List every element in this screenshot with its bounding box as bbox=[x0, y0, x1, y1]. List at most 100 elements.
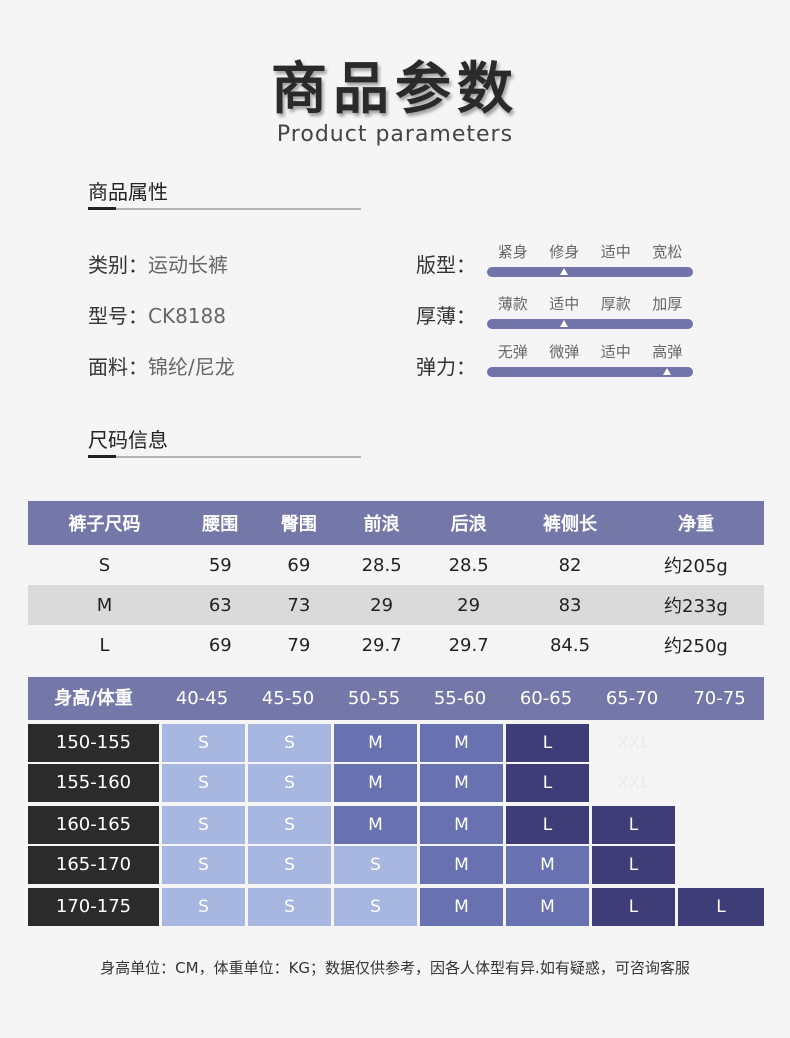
table-cell: 63 bbox=[181, 585, 260, 625]
chart-cell-size: S bbox=[334, 846, 417, 884]
size-chart-header: 身高/体重 40-45 45-50 50-55 55-60 60-65 65-70 70-75 bbox=[28, 677, 764, 720]
table-cell: 约205g bbox=[664, 556, 728, 577]
chart-cell-size: S bbox=[248, 888, 331, 926]
chart-cell-size: M bbox=[420, 764, 503, 802]
chart-cell-size: L bbox=[506, 764, 589, 802]
fit-track bbox=[487, 267, 693, 277]
table-cell: 82 bbox=[558, 554, 582, 576]
chart-cell-size: M bbox=[420, 724, 503, 762]
table-row: S 59 69 28.5 28.5 82 约205g bbox=[28, 545, 764, 585]
size-table: 裤子尺码 腰围 臀围 前浪 后浪 裤侧长 净重 S 59 69 28.5 28.… bbox=[28, 501, 764, 665]
table-cell: 69 bbox=[287, 554, 311, 576]
table-cell: M bbox=[28, 585, 181, 625]
chart-cell-size: L bbox=[592, 846, 675, 884]
size-header-cell: 腰围 bbox=[181, 501, 260, 545]
chart-header-weight-range: 40-45 bbox=[175, 688, 229, 709]
size-header-cell: 裤子尺码 bbox=[28, 501, 181, 545]
attr-elasticity-label: 弹力： bbox=[416, 355, 476, 379]
chart-cell-size: S bbox=[248, 764, 331, 802]
size-table-header: 裤子尺码 腰围 臀围 前浪 后浪 裤侧长 净重 bbox=[28, 501, 764, 545]
elasticity-option: 微弹 bbox=[549, 343, 580, 361]
chart-cell-size: S bbox=[162, 888, 245, 926]
attr-fit-label: 版型： bbox=[416, 253, 476, 277]
thickness-option: 适中 bbox=[549, 295, 580, 313]
table-cell: 约233g bbox=[627, 585, 764, 625]
elasticity-option: 适中 bbox=[600, 343, 631, 361]
attr-category-value: 运动长裤 bbox=[148, 253, 228, 277]
attr-model-value: CK8188 bbox=[148, 304, 226, 328]
size-header-cell: 净重 bbox=[627, 501, 764, 545]
attr-model-label: 型号： bbox=[88, 304, 148, 328]
chart-row-height: 165-170 bbox=[28, 846, 159, 884]
page-title: 商品参数 bbox=[271, 57, 519, 122]
chart-cell-size: S bbox=[162, 806, 245, 844]
table-cell: 28.5 bbox=[448, 554, 489, 576]
chart-row-height: 160-165 bbox=[28, 806, 159, 844]
chart-row-height: 170-175 bbox=[28, 888, 159, 926]
chart-cell-size: S bbox=[248, 724, 331, 762]
table-cell: S bbox=[98, 554, 111, 576]
chart-cell-size: S bbox=[162, 764, 245, 802]
table-cell: 29.7 bbox=[361, 634, 402, 656]
size-header-cell: 前浪 bbox=[338, 501, 426, 545]
attr-category-label: 类别： bbox=[88, 253, 148, 277]
elasticity-option: 高弹 bbox=[652, 343, 683, 361]
chart-cell-size: S bbox=[162, 846, 245, 884]
chart-header-weight-range: 55-60 bbox=[433, 688, 487, 709]
size-header-cell: 后浪 bbox=[425, 501, 513, 545]
thickness-option: 厚款 bbox=[600, 295, 631, 313]
chart-cell-size: L bbox=[592, 888, 675, 926]
chart-header-weight-range: 70-75 bbox=[693, 688, 746, 709]
chart-cell-size: XXL bbox=[617, 773, 650, 793]
chart-cell-size: L bbox=[506, 806, 589, 844]
table-cell: 29.7 bbox=[448, 634, 489, 656]
fit-scale: 紧身 修身 适中 宽松 bbox=[487, 241, 693, 277]
table-cell: 73 bbox=[259, 585, 339, 625]
table-cell: 84.5 bbox=[549, 634, 591, 656]
chart-cell-size: S bbox=[334, 888, 417, 926]
fit-option: 适中 bbox=[600, 243, 631, 261]
chart-header-weight-range: 50-55 bbox=[347, 688, 401, 709]
chart-cell-size: L bbox=[506, 724, 589, 762]
table-cell: 29 bbox=[338, 585, 426, 625]
fit-option: 宽松 bbox=[652, 243, 683, 261]
chart-cell-size: S bbox=[162, 724, 245, 762]
chart-header-weight-range: 65-70 bbox=[605, 688, 659, 709]
chart-cell-size: M bbox=[506, 888, 589, 926]
chart-cell-size: L bbox=[678, 888, 764, 926]
attr-fabric: 面料：锦纶/尼龙 bbox=[88, 351, 235, 380]
chart-cell-size: M bbox=[506, 846, 589, 884]
table-cell: 29 bbox=[425, 585, 513, 625]
thickness-scale: 薄款 适中 厚款 加厚 bbox=[487, 293, 693, 329]
chart-header-weight-range: 60-65 bbox=[519, 688, 573, 709]
chart-cell-size: XXL bbox=[617, 733, 650, 753]
table-cell: 69 bbox=[208, 634, 232, 656]
chart-cell-size: M bbox=[420, 888, 503, 926]
thickness-option: 加厚 bbox=[652, 295, 683, 313]
chart-row-height: 150-155 bbox=[28, 724, 159, 762]
elasticity-option: 无弹 bbox=[497, 343, 528, 361]
chart-cell-size: L bbox=[592, 806, 675, 844]
attr-fabric-value: 锦纶/尼龙 bbox=[148, 355, 235, 379]
table-cell: L bbox=[99, 634, 110, 656]
chart-cell-size: M bbox=[420, 846, 503, 884]
size-header-cell: 裤侧长 bbox=[512, 501, 628, 545]
chart-cell-size: M bbox=[334, 724, 417, 762]
chart-header-height-weight: 身高/体重 bbox=[54, 688, 133, 709]
chart-header-weight-range: 45-50 bbox=[261, 688, 315, 709]
table-cell: 59 bbox=[208, 554, 232, 576]
thickness-option: 薄款 bbox=[497, 295, 528, 313]
attributes-section-title: 商品属性 bbox=[88, 180, 168, 204]
fit-marker bbox=[560, 268, 569, 275]
elasticity-track bbox=[487, 367, 693, 377]
page-subtitle: Product parameters bbox=[276, 122, 514, 147]
attr-category: 类别：运动长裤 bbox=[88, 249, 228, 278]
table-cell: 83 bbox=[512, 585, 628, 625]
fit-option: 修身 bbox=[549, 243, 580, 261]
attr-thickness-label: 厚薄： bbox=[416, 304, 476, 328]
fit-option: 紧身 bbox=[497, 243, 528, 261]
chart-cell-size: M bbox=[334, 806, 417, 844]
table-cell: 约250g bbox=[664, 636, 728, 657]
chart-row-height: 155-160 bbox=[28, 764, 159, 802]
elasticity-marker bbox=[663, 368, 672, 375]
